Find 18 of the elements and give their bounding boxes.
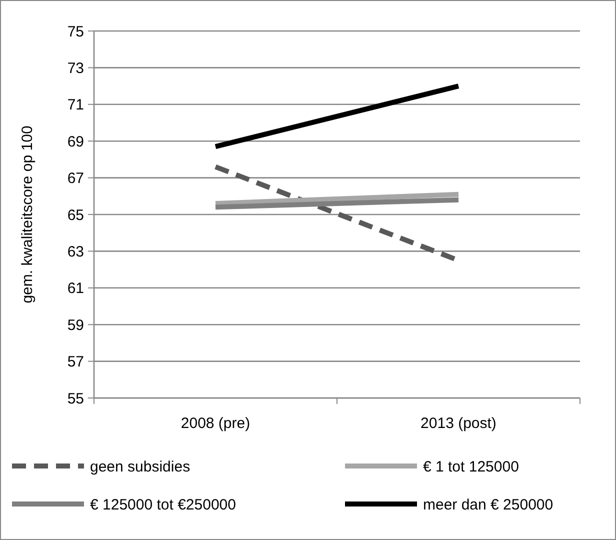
y-tick-label: 55 xyxy=(67,390,84,408)
y-tick-label: 65 xyxy=(67,206,84,224)
legend-label: € 1 tot 125000 xyxy=(423,458,519,476)
legend-label: meer dan € 250000 xyxy=(423,496,554,514)
y-tick-label: 71 xyxy=(67,96,84,114)
y-tick-label: 63 xyxy=(67,243,84,260)
y-axis-title: gem. kwaliteitscore op 100 xyxy=(19,126,36,304)
y-tick-label: 75 xyxy=(67,23,84,40)
legend-label: € 125000 tot €250000 xyxy=(90,496,236,514)
y-tick-label: 57 xyxy=(67,354,84,371)
x-tick-label: 2008 (pre) xyxy=(180,415,250,432)
y-tick-label: 61 xyxy=(67,280,84,298)
y-tick-label: 69 xyxy=(67,133,84,150)
y-tick-label: 59 xyxy=(67,316,84,334)
y-tick-label: 67 xyxy=(67,170,84,188)
y-tick-label: 73 xyxy=(67,60,84,77)
x-tick-label: 2013 (post) xyxy=(420,415,496,432)
legend-label: geen subsidies xyxy=(90,458,190,476)
